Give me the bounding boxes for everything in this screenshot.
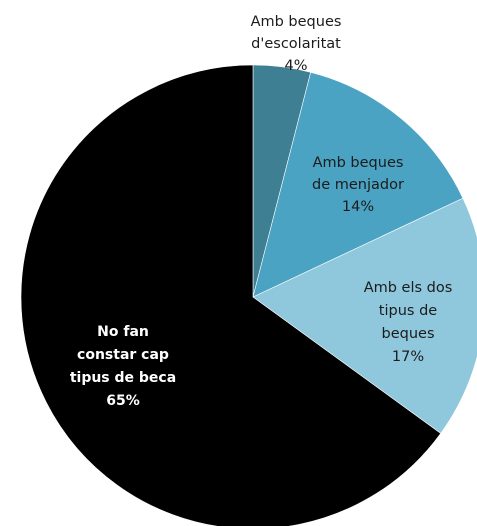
slice-label-line: tipus de beca <box>70 370 176 386</box>
slice-label-2: Amb beques de menjador 14% <box>312 155 404 215</box>
pie-slice-2 <box>252 71 464 298</box>
slice-label-1: Amb beques d'escolaritat 4% <box>251 14 342 74</box>
slice-label-line: beques <box>382 326 435 342</box>
pie-slices <box>20 64 477 526</box>
slice-value-label: 17% <box>392 349 424 365</box>
slice-label-3: Amb els dos tipus de beques 17% <box>364 280 453 365</box>
pie-slice-3 <box>252 197 477 434</box>
slice-label-line: d'escolaritat <box>251 36 341 52</box>
slice-label-line: tipus de <box>379 303 437 319</box>
pie-labels: Amb beques d'escolaritat 4% Amb beques de me… <box>70 14 452 409</box>
slice-label-line: de menjador <box>312 177 404 193</box>
slice-label-4: No fan constar cap tipus de beca 65% <box>70 324 176 409</box>
slice-label-line: No fan <box>97 324 149 340</box>
slice-label-line: constar cap <box>77 347 169 363</box>
slice-value-label: 65% <box>106 393 140 409</box>
slice-label-line: Amb els dos <box>364 280 453 296</box>
pie-slice-4 <box>20 64 442 526</box>
slice-value-label: 4% <box>284 58 307 74</box>
slice-label-line: Amb beques <box>251 14 342 30</box>
slice-value-label: 14% <box>342 199 374 215</box>
slice-label-line: Amb beques <box>313 155 404 171</box>
